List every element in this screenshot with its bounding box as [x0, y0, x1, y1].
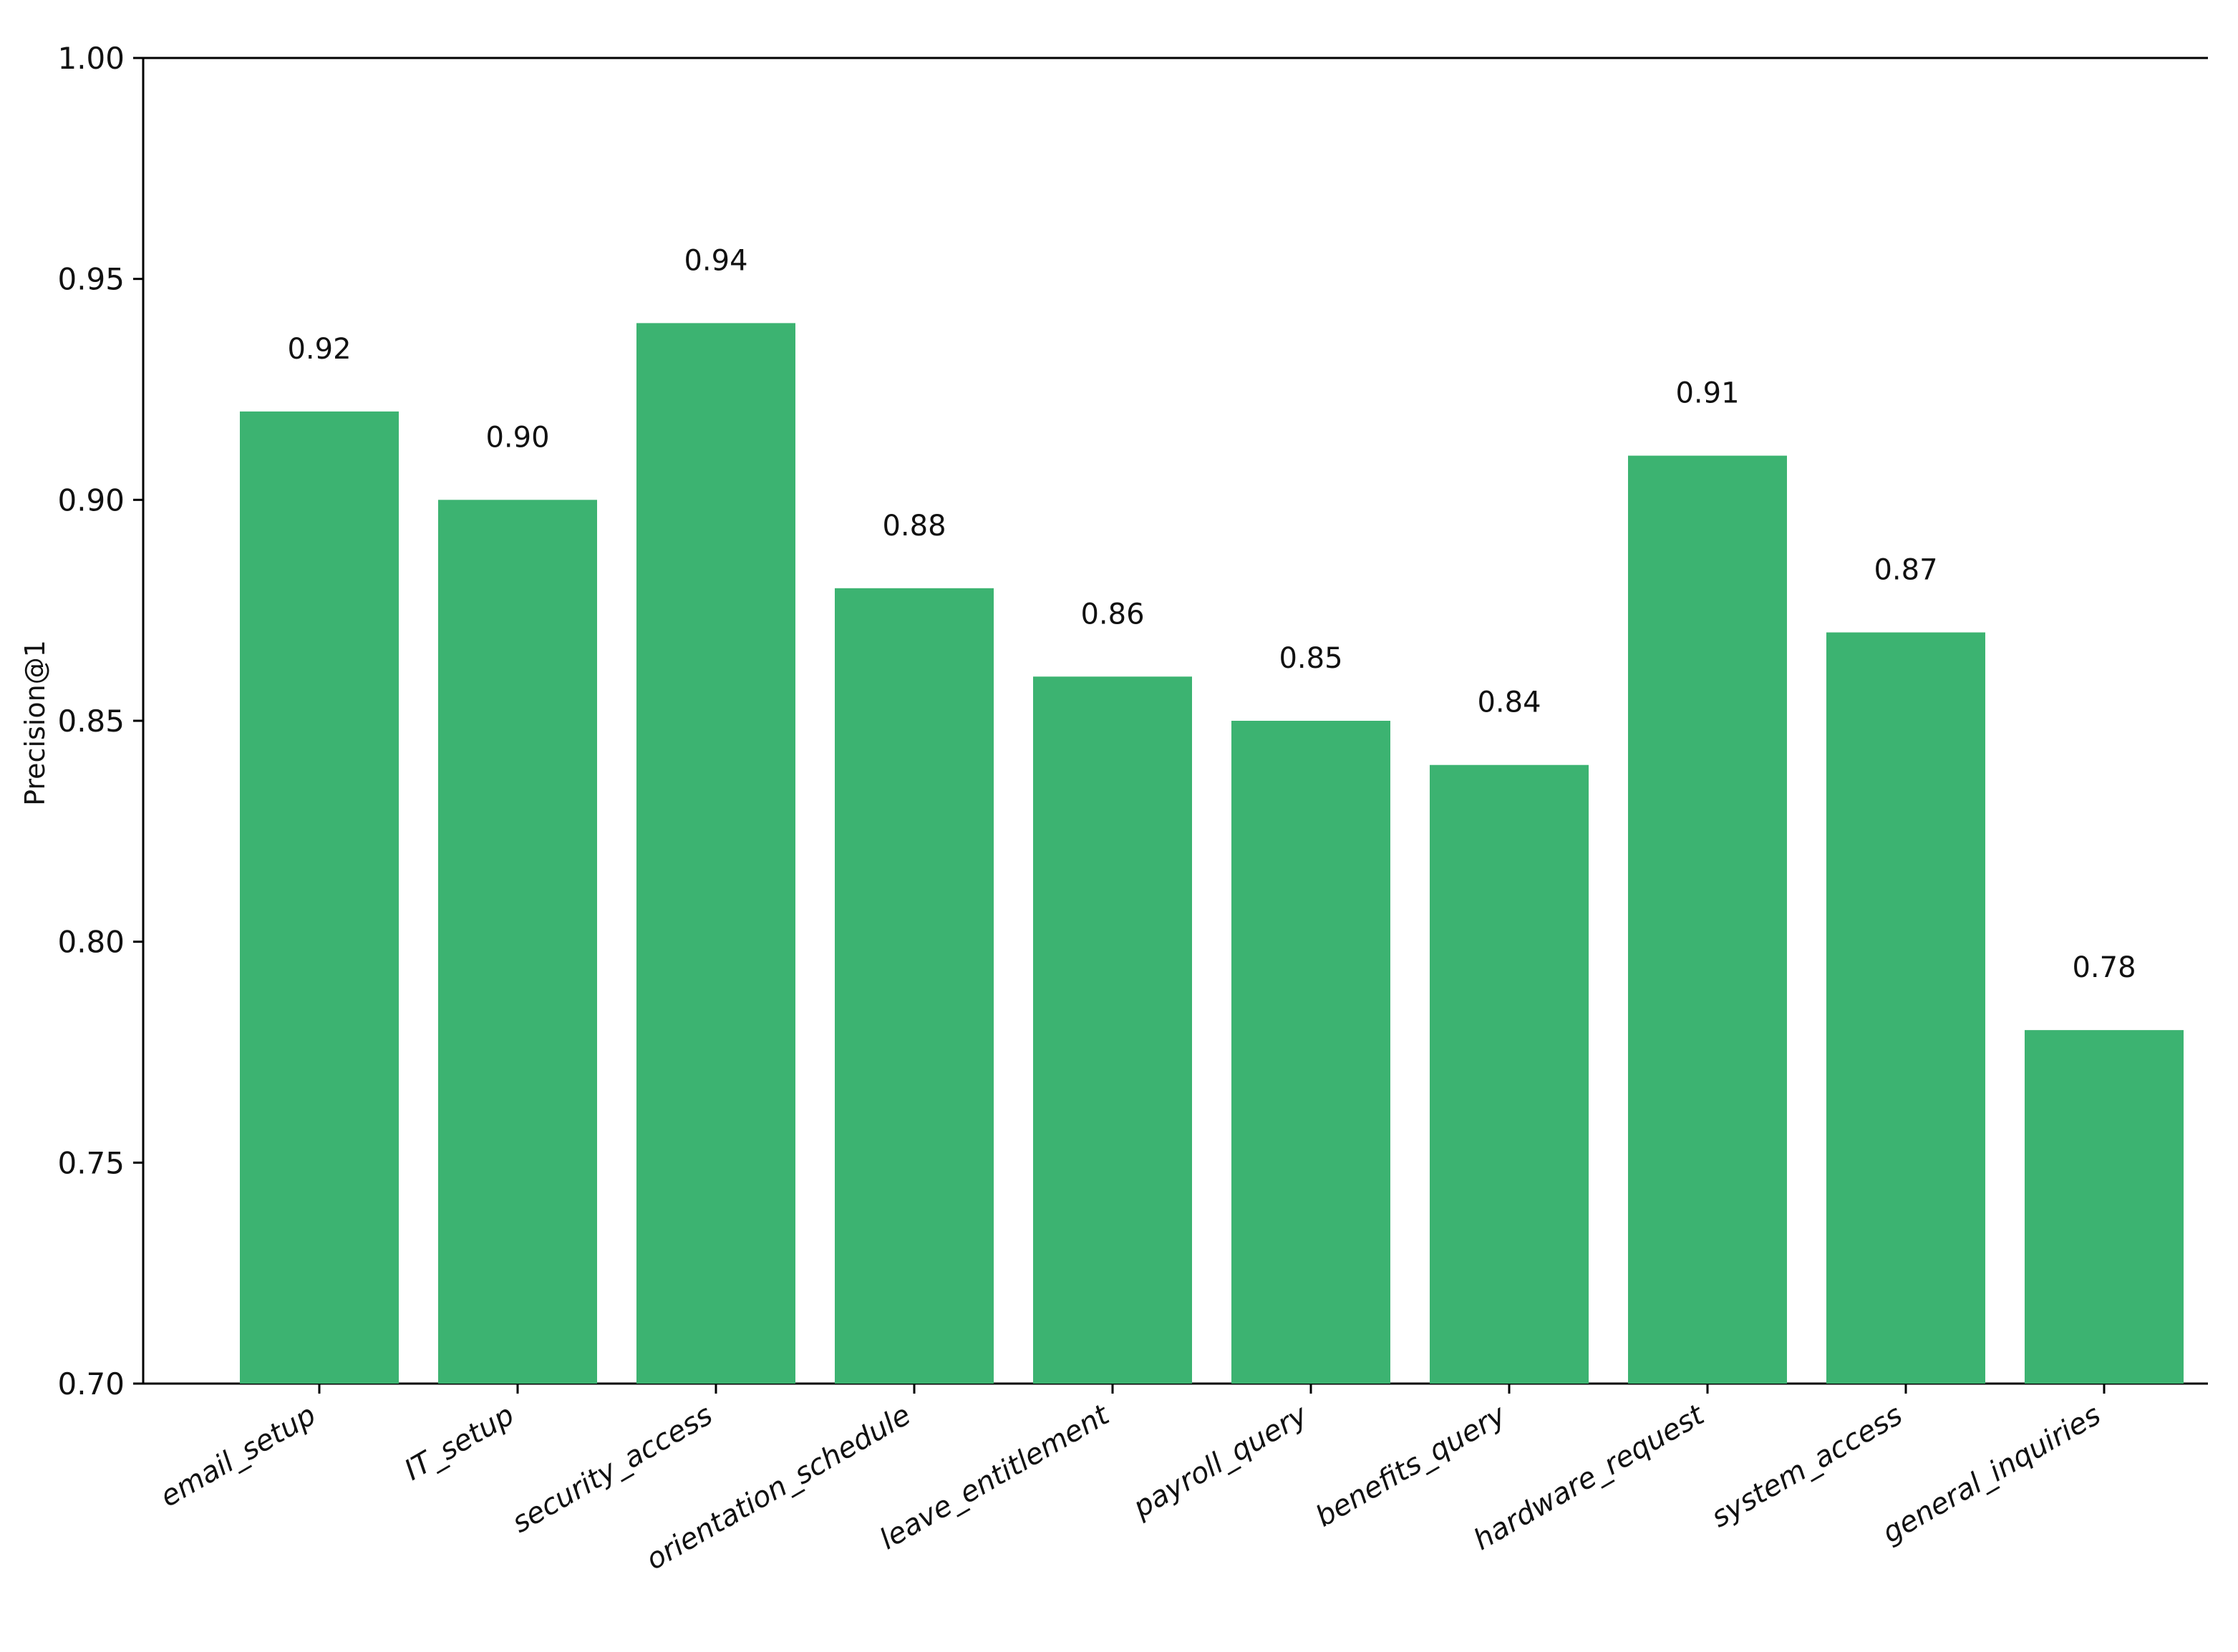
bar-payroll-query	[1231, 721, 1390, 1384]
x-tick-label: IT_setup	[399, 1399, 520, 1487]
bar-value-label: 0.88	[882, 510, 946, 543]
plot-area: 0.700.750.800.850.900.951.00 0.920.900.9…	[57, 41, 2208, 1577]
bar-general-inquiries	[2025, 1030, 2184, 1384]
bars	[240, 323, 2184, 1384]
bar-value-label: 0.90	[485, 421, 549, 454]
bar-value-label: 0.84	[1477, 686, 1541, 719]
x-tick-label: general_inquiries	[1877, 1399, 2106, 1550]
y-tick-label: 0.80	[57, 925, 125, 960]
y-tick-label: 0.85	[57, 704, 125, 739]
bar-value-label: 0.92	[287, 333, 351, 366]
bar-value-label: 0.94	[684, 244, 747, 277]
y-tick-label: 1.00	[57, 41, 125, 76]
x-tick-label: payroll_query	[1127, 1398, 1314, 1525]
bar-value-label: 0.85	[1279, 642, 1342, 675]
x-tick-label: security_access	[507, 1399, 718, 1540]
bar-leave-entitlement	[1033, 676, 1192, 1384]
bar-security-access	[636, 323, 795, 1384]
bar-system-access	[1826, 632, 1985, 1384]
y-tick-label: 0.75	[57, 1145, 125, 1180]
bar-value-label: 0.91	[1675, 377, 1739, 410]
bar-value-label: 0.78	[2072, 951, 2136, 984]
y-axis-title: Precision@1	[19, 640, 51, 806]
y-tick-label: 0.70	[57, 1366, 125, 1401]
bar-value-label: 0.86	[1080, 598, 1144, 631]
x-tick-label: system_access	[1706, 1399, 1908, 1535]
y-tick-label: 0.90	[57, 482, 125, 518]
x-axis-ticks: email_setup IT_setupsecurity_accessorient…	[155, 1384, 2106, 1577]
bar-hardware-request	[1628, 455, 1787, 1384]
value-labels: 0.92 0.90 0.94 0.88 0.86 0.85 0.84 0.91 0.87 0.78	[287, 244, 2136, 984]
bar-benefits-query	[1430, 764, 1589, 1384]
y-axis-ticks: 0.70 0.75 0.80 0.85 0.90 0.95 1.00	[57, 41, 143, 1401]
bar-email-setup	[240, 411, 399, 1384]
bar-value-label: 0.87	[1874, 554, 1937, 587]
bar-orientation-schedule	[835, 588, 994, 1384]
x-tick-label: email_setup	[155, 1399, 321, 1514]
bar-it-setup	[438, 500, 597, 1384]
y-tick-label: 0.95	[57, 262, 125, 297]
x-tick-label: benefits_query	[1310, 1398, 1512, 1533]
